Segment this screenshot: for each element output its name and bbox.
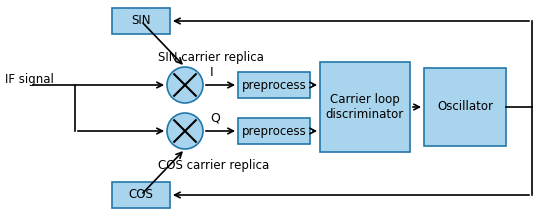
Text: I: I [210, 66, 214, 79]
FancyBboxPatch shape [424, 68, 506, 146]
FancyBboxPatch shape [320, 62, 410, 152]
FancyBboxPatch shape [112, 8, 170, 34]
Text: SIN: SIN [131, 15, 151, 28]
FancyBboxPatch shape [238, 72, 310, 98]
Ellipse shape [167, 113, 203, 149]
Text: Oscillator: Oscillator [437, 101, 493, 114]
Text: IF signal: IF signal [5, 73, 54, 86]
Text: SIN carrier replica: SIN carrier replica [158, 51, 264, 64]
Text: Q: Q [210, 112, 220, 125]
Ellipse shape [167, 67, 203, 103]
Text: COS: COS [128, 189, 153, 202]
FancyBboxPatch shape [238, 118, 310, 144]
Text: COS carrier replica: COS carrier replica [158, 158, 269, 172]
Text: Carrier loop
discriminator: Carrier loop discriminator [326, 93, 404, 121]
Text: preprocess: preprocess [242, 125, 306, 138]
Text: preprocess: preprocess [242, 79, 306, 92]
FancyBboxPatch shape [112, 182, 170, 208]
